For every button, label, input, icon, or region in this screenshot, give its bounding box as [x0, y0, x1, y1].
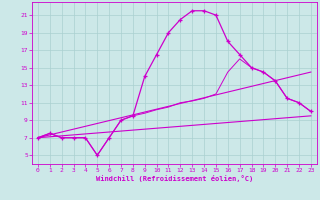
X-axis label: Windchill (Refroidissement éolien,°C): Windchill (Refroidissement éolien,°C) [96, 175, 253, 182]
